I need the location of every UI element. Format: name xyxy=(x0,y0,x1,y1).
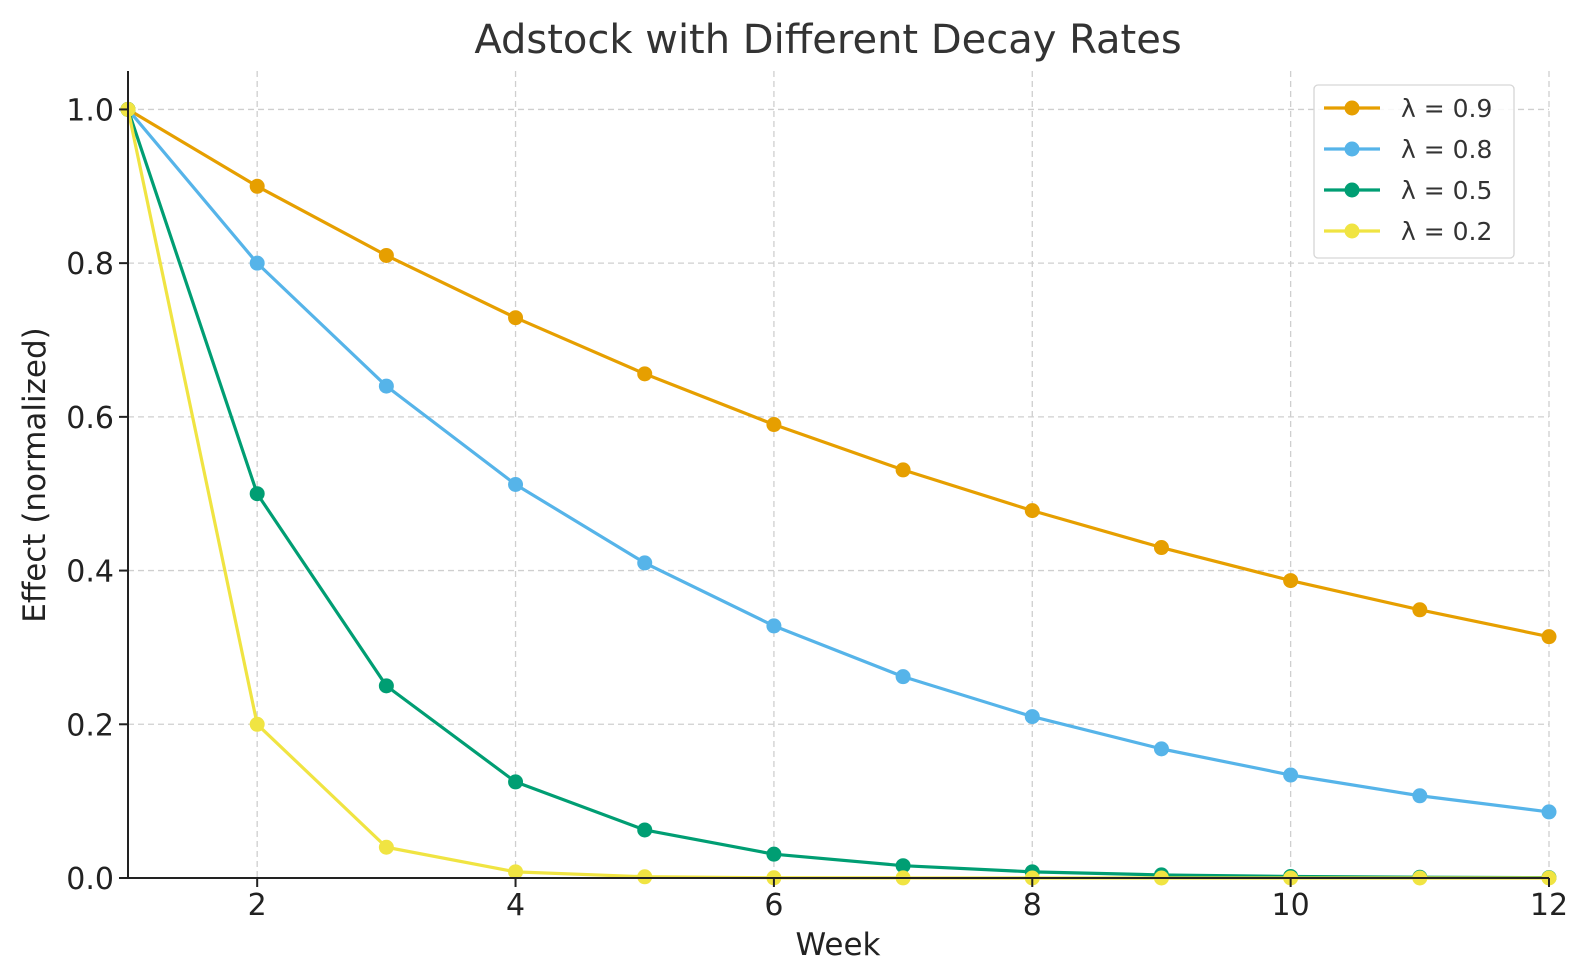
data-point xyxy=(508,310,524,326)
data-point xyxy=(1541,804,1557,820)
data-point xyxy=(637,869,653,885)
y-tick-label: 0.8 xyxy=(66,247,114,282)
data-point xyxy=(378,678,394,694)
data-point xyxy=(1412,788,1428,804)
y-tick-label: 1.0 xyxy=(66,93,114,128)
data-point xyxy=(378,839,394,855)
legend-label: λ = 0.9 xyxy=(1401,94,1492,123)
legend-label: λ = 0.8 xyxy=(1401,135,1492,164)
legend-item: λ = 0.8 xyxy=(1324,135,1492,164)
legend-item: λ = 0.2 xyxy=(1324,217,1492,246)
axes xyxy=(127,71,1549,879)
data-point xyxy=(637,822,653,838)
data-point xyxy=(1024,503,1040,519)
data-point xyxy=(1153,741,1169,757)
data-point xyxy=(508,864,524,880)
y-tick-label: 0.0 xyxy=(66,862,114,897)
x-tick-label: 2 xyxy=(248,888,267,923)
y-axis-label: Effect (normalized) xyxy=(17,327,53,623)
data-point xyxy=(1153,540,1169,556)
y-tick-label: 0.4 xyxy=(66,555,114,590)
legend-box xyxy=(1313,84,1515,259)
data-point xyxy=(766,618,782,634)
series-line xyxy=(126,108,1550,814)
data-point xyxy=(637,366,653,382)
data-point xyxy=(1024,709,1040,725)
data-point xyxy=(637,555,653,571)
x-tick-label: 10 xyxy=(1272,888,1310,923)
chart-title: Adstock with Different Decay Rates xyxy=(474,17,1181,63)
y-tick-label: 0.6 xyxy=(66,401,114,436)
data-point xyxy=(249,716,265,732)
legend-item: λ = 0.5 xyxy=(1324,176,1492,205)
data-point xyxy=(1283,767,1299,783)
data-point xyxy=(766,417,782,433)
legend-swatch-marker xyxy=(1344,141,1360,157)
y-tick-label: 0.2 xyxy=(66,708,114,743)
ticks: 2 4 6 8 10 12 0.0 0.2 0.4 0.6 0.8 1.0 xyxy=(66,93,1568,923)
x-tick-label: 12 xyxy=(1530,888,1568,923)
x-tick-label: 4 xyxy=(506,888,525,923)
data-point xyxy=(378,378,394,394)
x-tick-label: 6 xyxy=(764,888,783,923)
data-point xyxy=(1412,602,1428,618)
data-point xyxy=(766,846,782,862)
data-point xyxy=(895,858,911,874)
legend-swatch-marker xyxy=(1344,182,1360,198)
series-line xyxy=(127,108,1550,639)
data-point xyxy=(1283,573,1299,589)
legend-label: λ = 0.5 xyxy=(1401,176,1492,205)
series-1 xyxy=(120,101,1557,820)
legend-label: λ = 0.2 xyxy=(1401,217,1492,246)
data-point xyxy=(249,178,265,194)
data-point xyxy=(508,774,524,790)
legend: λ = 0.9 λ = 0.8 λ = 0.5 λ = 0.2 xyxy=(1313,84,1515,259)
data-point xyxy=(378,247,394,263)
legend-swatch-marker xyxy=(1344,223,1360,239)
data-point xyxy=(249,255,265,271)
data-point xyxy=(1541,629,1557,645)
data-point xyxy=(895,462,911,478)
x-tick-label: 8 xyxy=(1023,888,1042,923)
x-axis-label: Week xyxy=(796,927,881,963)
data-point xyxy=(249,486,265,502)
data-point xyxy=(508,476,524,492)
legend-item: λ = 0.9 xyxy=(1324,94,1492,123)
data-point xyxy=(895,669,911,685)
legend-swatch-marker xyxy=(1344,100,1360,116)
